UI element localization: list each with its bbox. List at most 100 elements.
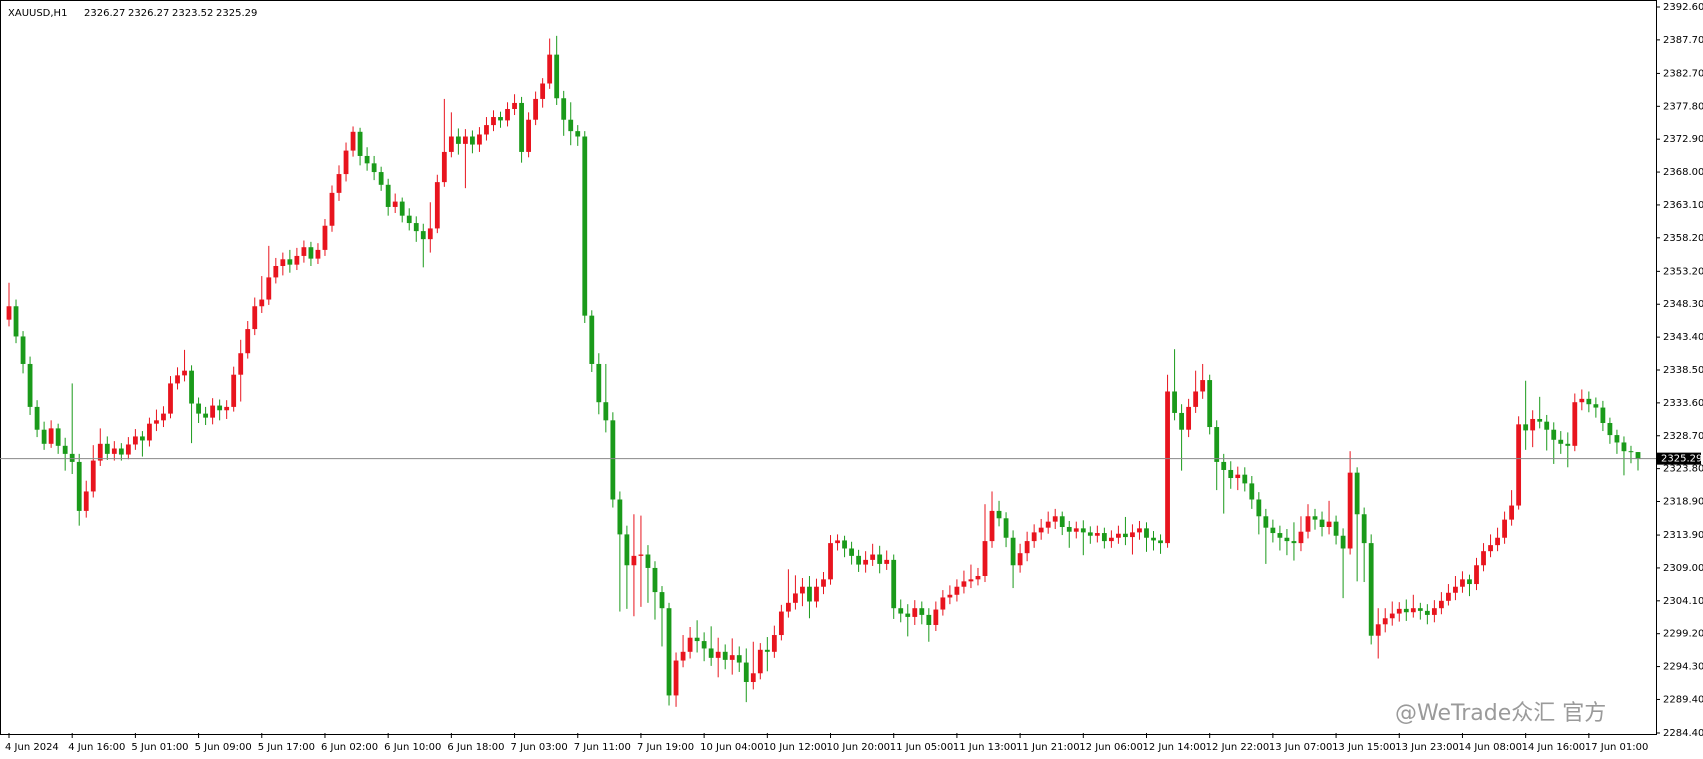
candle-body <box>968 579 974 582</box>
y-tick-label: 2304.10 <box>1663 596 1703 607</box>
candle-body <box>722 651 728 660</box>
candle-body <box>617 499 623 535</box>
y-tick-label: 2368.00 <box>1663 167 1703 178</box>
candle-body <box>1340 535 1346 549</box>
candle-body <box>62 445 68 454</box>
candle-body <box>1614 435 1620 443</box>
candle-body <box>1382 618 1388 625</box>
low-value: 2323.52 <box>172 8 213 19</box>
candle-body <box>1031 532 1037 542</box>
candle-body <box>1438 600 1444 609</box>
candle-body <box>785 602 791 612</box>
candle-body <box>659 592 665 609</box>
candle-body <box>638 554 644 556</box>
x-tick-label: 13 Jun 15:00 <box>1332 742 1396 753</box>
candle-body <box>392 201 398 207</box>
candle-body <box>870 554 876 560</box>
x-tick-label: 11 Jun 05:00 <box>890 742 954 753</box>
y-tick-label: 2353.20 <box>1663 266 1703 277</box>
candle-body <box>1137 528 1142 533</box>
candle-body <box>1446 592 1451 601</box>
candle-body <box>989 510 995 542</box>
candle-body <box>982 541 988 576</box>
candle-body <box>224 406 230 411</box>
candle-body <box>6 306 12 320</box>
candle-body <box>561 98 567 120</box>
candle-body <box>1298 531 1304 544</box>
candle-body <box>441 151 447 183</box>
candle-body <box>596 363 602 403</box>
candle-body <box>1066 527 1072 532</box>
candle-body <box>287 259 293 265</box>
candle-body <box>526 119 531 152</box>
candle-body <box>687 637 693 652</box>
candle-body <box>996 510 1002 519</box>
candle-body <box>1087 532 1093 536</box>
candle-body <box>891 559 897 609</box>
candle-body <box>1600 407 1606 424</box>
candle-body <box>842 540 847 549</box>
candle-body <box>940 597 946 610</box>
candle-body <box>1424 610 1430 615</box>
candle-body <box>1256 499 1262 517</box>
x-tick-label: 5 Jun 01:00 <box>131 742 188 753</box>
candle-body <box>828 543 833 580</box>
candle-body <box>175 375 180 384</box>
candle-body <box>245 329 251 354</box>
close-value: 2325.29 <box>216 8 257 19</box>
candle-body <box>1417 608 1423 611</box>
candle-body <box>273 265 279 278</box>
candle-body <box>1193 391 1199 407</box>
x-tick-label: 10 Jun 12:00 <box>763 742 827 753</box>
candle-body <box>1544 421 1550 430</box>
y-tick-label: 2284.40 <box>1663 728 1703 739</box>
candle-body <box>736 655 742 663</box>
candle-body <box>1214 427 1220 462</box>
y-tick-label: 2382.70 <box>1663 68 1703 79</box>
candle-body <box>568 119 574 132</box>
y-tick-label: 2363.10 <box>1663 200 1703 211</box>
candle-body <box>238 353 244 375</box>
candle-body <box>715 651 721 658</box>
candle-body <box>111 448 117 454</box>
candle-body <box>1453 586 1458 593</box>
candle-body <box>708 648 714 658</box>
candle-body <box>1354 472 1360 515</box>
x-tick-label: 6 Jun 02:00 <box>321 742 378 753</box>
candle-body <box>793 593 798 603</box>
candle-body <box>540 83 546 99</box>
x-tick-label: 6 Jun 10:00 <box>384 742 441 753</box>
candle-body <box>933 609 939 625</box>
candle-body <box>905 613 911 617</box>
y-tick-label: 2348.30 <box>1663 299 1703 310</box>
candle-body <box>322 225 328 250</box>
watermark: @WeTrade众汇 官方 <box>1395 701 1606 726</box>
candle-body <box>1038 527 1044 533</box>
candle-body <box>975 575 981 580</box>
candle-body <box>863 559 869 565</box>
candle-body <box>399 201 405 216</box>
x-tick-label: 4 Jun 16:00 <box>68 742 125 753</box>
candle-body <box>498 117 503 121</box>
candle-body <box>1073 528 1079 532</box>
y-tick-label: 2338.50 <box>1663 365 1703 376</box>
candle-body <box>1305 516 1311 532</box>
candle-body <box>48 428 54 444</box>
candle-body <box>1200 380 1206 392</box>
candle-body <box>610 420 616 500</box>
y-tick-label: 2392.60 <box>1663 2 1703 13</box>
candle-body <box>357 131 363 156</box>
candle-body <box>512 102 517 109</box>
candle-body <box>1277 533 1283 538</box>
candle-body <box>1249 483 1255 500</box>
candle-body <box>750 673 756 683</box>
candle-body <box>1579 398 1585 403</box>
candle-body <box>1495 537 1500 546</box>
candle-body <box>1228 469 1234 479</box>
candle-body <box>919 608 925 615</box>
candle-body <box>582 136 588 316</box>
candle-body <box>1431 608 1437 615</box>
candle-body <box>1572 402 1578 446</box>
candle-body <box>757 649 763 674</box>
